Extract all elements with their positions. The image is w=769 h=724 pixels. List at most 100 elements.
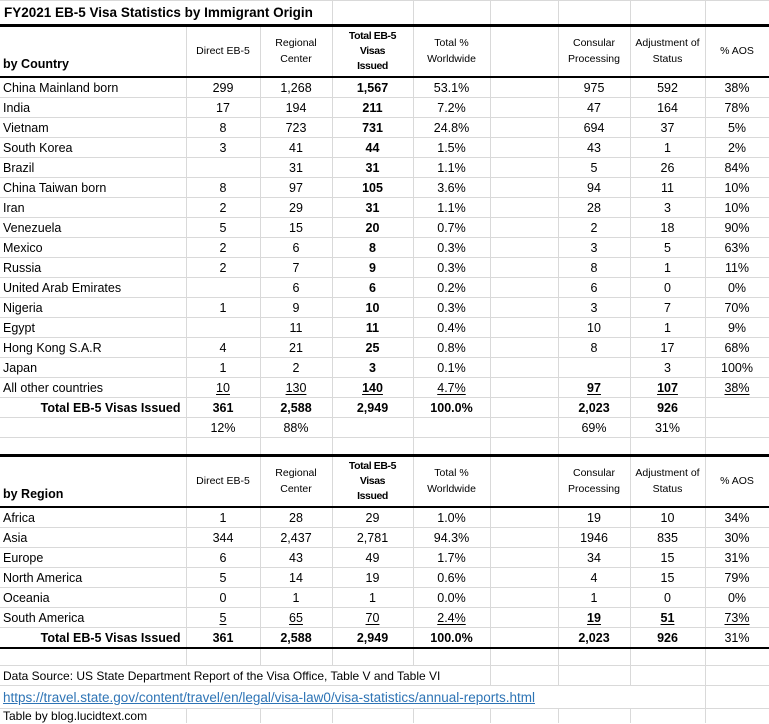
- table-row: Asia 344 2,437 2,781 94.3% 1946 835 30%: [0, 527, 769, 548]
- gap-cell: [489, 454, 559, 508]
- data-cell: 3: [629, 197, 706, 218]
- data-cell: 6: [185, 547, 261, 568]
- data-cell: 38%: [704, 377, 769, 398]
- row-label: South Korea: [0, 137, 187, 158]
- data-cell: 10: [185, 377, 261, 398]
- data-cell: 29: [331, 506, 414, 528]
- data-cell: 88%: [259, 417, 333, 438]
- table-row: Iran 2 29 31 1.1% 28 3 10%: [0, 197, 769, 218]
- row-label: Hong Kong S.A.R: [0, 337, 187, 358]
- data-cell: 11: [629, 177, 706, 198]
- gap-cell: [489, 197, 559, 218]
- empty-cell: [629, 437, 706, 456]
- table-row: United Arab Emirates 6 6 0.2% 6 0 0%: [0, 277, 769, 298]
- empty-cell: [704, 437, 769, 456]
- gap-cell: [489, 527, 559, 548]
- data-cell: 21: [259, 337, 333, 358]
- data-cell: 975: [557, 76, 631, 98]
- gap-cell: [489, 587, 559, 608]
- data-cell: 0.3%: [412, 237, 491, 258]
- data-cell: 2: [185, 237, 261, 258]
- data-cell: 140: [331, 377, 414, 398]
- empty-cell: [185, 647, 261, 666]
- empty-cell: [489, 647, 559, 666]
- data-cell: 926: [629, 627, 706, 649]
- data-cell: [704, 397, 769, 418]
- data-cell: 8: [185, 117, 261, 138]
- data-cell: 1: [629, 317, 706, 338]
- annual-reports-link[interactable]: https://travel.state.gov/content/travel/…: [3, 689, 535, 705]
- data-cell: 26: [629, 157, 706, 178]
- data-cell: 2: [259, 357, 333, 378]
- empty-cell: [412, 437, 491, 456]
- spacer-section: [0, 437, 769, 456]
- data-cell: 100.0%: [412, 397, 491, 418]
- empty-cell: [557, 708, 631, 723]
- data-cell: 0.1%: [412, 357, 491, 378]
- data-cell: 15: [629, 547, 706, 568]
- data-cell: [412, 417, 491, 438]
- data-cell: 25: [331, 337, 414, 358]
- empty-cell: [629, 647, 706, 666]
- data-cell: 70: [331, 607, 414, 628]
- data-cell: 0.0%: [412, 587, 491, 608]
- data-cell: 6: [557, 277, 631, 298]
- data-cell: 31: [331, 157, 414, 178]
- data-cell: 107: [629, 377, 706, 398]
- data-cell: 49: [331, 547, 414, 568]
- table-row: China Taiwan born 8 97 105 3.6% 94 11 10%: [0, 177, 769, 198]
- gap-cell: [489, 317, 559, 338]
- table-row: India 17 194 211 7.2% 47 164 78%: [0, 97, 769, 118]
- data-cell: 100.0%: [412, 627, 491, 649]
- data-cell: 1.1%: [412, 197, 491, 218]
- row-label: Africa: [0, 506, 187, 528]
- empty-cell: [557, 0, 631, 26]
- data-cell: 17: [629, 337, 706, 358]
- data-cell: 361: [185, 397, 261, 418]
- data-cell: 1,268: [259, 76, 333, 98]
- data-cell: 17: [185, 97, 261, 118]
- data-cell: 34%: [704, 506, 769, 528]
- data-cell: 3: [331, 357, 414, 378]
- data-cell: 70%: [704, 297, 769, 318]
- data-cell: 299: [185, 76, 261, 98]
- data-cell: 0.6%: [412, 567, 491, 588]
- data-cell: 43: [259, 547, 333, 568]
- data-cell: 63%: [704, 237, 769, 258]
- data-cell: 1: [331, 587, 414, 608]
- table-row: Brazil 31 31 1.1% 5 26 84%: [0, 157, 769, 178]
- data-cell: 31%: [704, 627, 769, 649]
- gap-cell: [489, 237, 559, 258]
- data-cell: 5%: [704, 117, 769, 138]
- empty-cell: [259, 708, 333, 723]
- data-cell: 1: [629, 137, 706, 158]
- data-cell: 361: [185, 627, 261, 649]
- data-cell: 4: [557, 567, 631, 588]
- data-cell: 0.7%: [412, 217, 491, 238]
- gap-cell: [489, 547, 559, 568]
- table-row: Egypt 11 11 0.4% 10 1 9%: [0, 317, 769, 338]
- data-cell: 3: [629, 357, 706, 378]
- data-cell: 835: [629, 527, 706, 548]
- table-row: Russia 2 7 9 0.3% 8 1 11%: [0, 257, 769, 278]
- row-label: China Taiwan born: [0, 177, 187, 198]
- data-cell: 7.2%: [412, 97, 491, 118]
- empty-cell: [704, 708, 769, 723]
- data-cell: 78%: [704, 97, 769, 118]
- data-cell: 130: [259, 377, 333, 398]
- data-cell: 8: [557, 257, 631, 278]
- data-cell: 94: [557, 177, 631, 198]
- gap-cell: [489, 357, 559, 378]
- credit-row: Table by blog.lucidtext.com: [0, 708, 769, 723]
- data-cell: 8: [331, 237, 414, 258]
- data-cell: 10: [557, 317, 631, 338]
- data-cell: 28: [259, 506, 333, 528]
- empty-cell: [0, 437, 187, 456]
- data-cell: 7: [629, 297, 706, 318]
- gap-cell: [489, 157, 559, 178]
- data-cell: 2,023: [557, 397, 631, 418]
- data-cell: 12%: [185, 417, 261, 438]
- gap-cell: [489, 506, 559, 528]
- column-header: Direct EB-5: [185, 454, 261, 508]
- data-cell: 194: [259, 97, 333, 118]
